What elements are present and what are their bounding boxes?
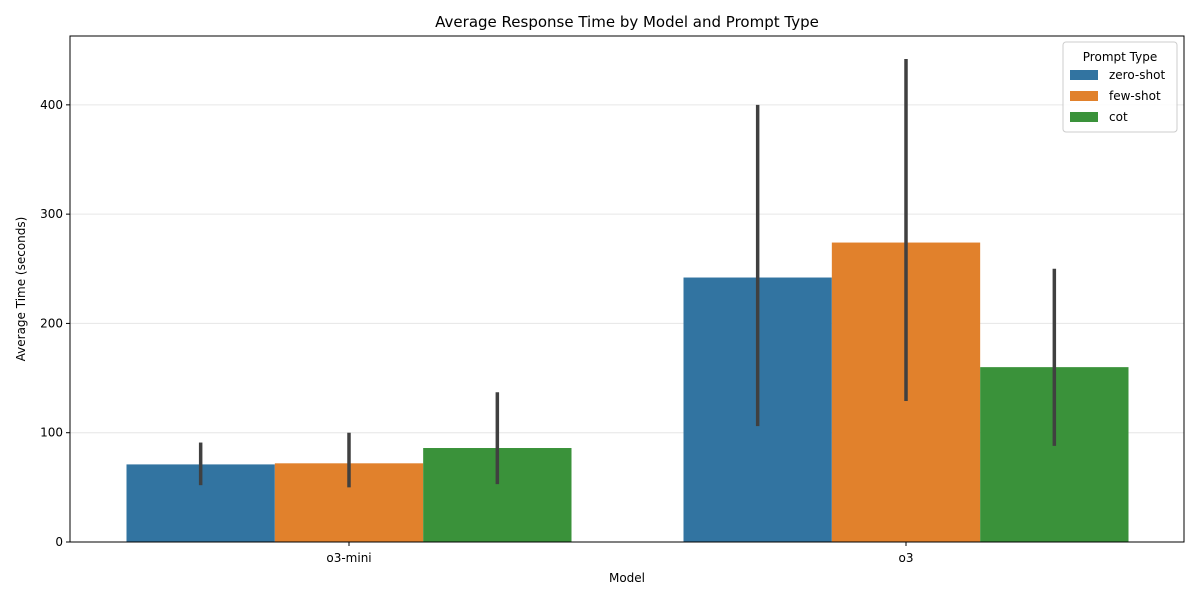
legend-label-few-shot: few-shot <box>1109 89 1161 103</box>
y-tick-label: 200 <box>40 316 63 330</box>
legend-swatch-cot <box>1070 112 1098 122</box>
legend-swatch-few-shot <box>1070 91 1098 101</box>
y-tick-label: 0 <box>55 535 63 549</box>
y-tick-label: 300 <box>40 207 63 221</box>
legend-label-zero-shot: zero-shot <box>1109 68 1165 82</box>
error-bars <box>198 58 1057 488</box>
legend-label-cot: cot <box>1109 110 1128 124</box>
x-tick-label: o3 <box>899 551 914 565</box>
legend-box <box>1062 41 1178 133</box>
legend-items: zero-shot few-shot cot <box>1070 68 1165 124</box>
bars <box>126 242 1129 542</box>
y-tick-label: 400 <box>40 98 63 112</box>
chart-title: Average Response Time by Model and Promp… <box>435 13 819 31</box>
plot-frame <box>69 35 1185 543</box>
x-ticks: o3-mini o3 <box>326 542 913 565</box>
y-ticks: 0 100 200 300 400 <box>40 98 70 549</box>
legend-title: Prompt Type <box>1083 50 1157 64</box>
x-tick-label: o3-mini <box>326 551 371 565</box>
y-axis-label: Average Time (seconds) <box>14 217 28 362</box>
legend-swatch-zero-shot <box>1070 70 1098 80</box>
y-tick-label: 100 <box>40 426 63 440</box>
legend: Prompt Type zero-shot few-shot cot <box>1062 41 1178 133</box>
x-axis-label: Model <box>609 571 645 585</box>
